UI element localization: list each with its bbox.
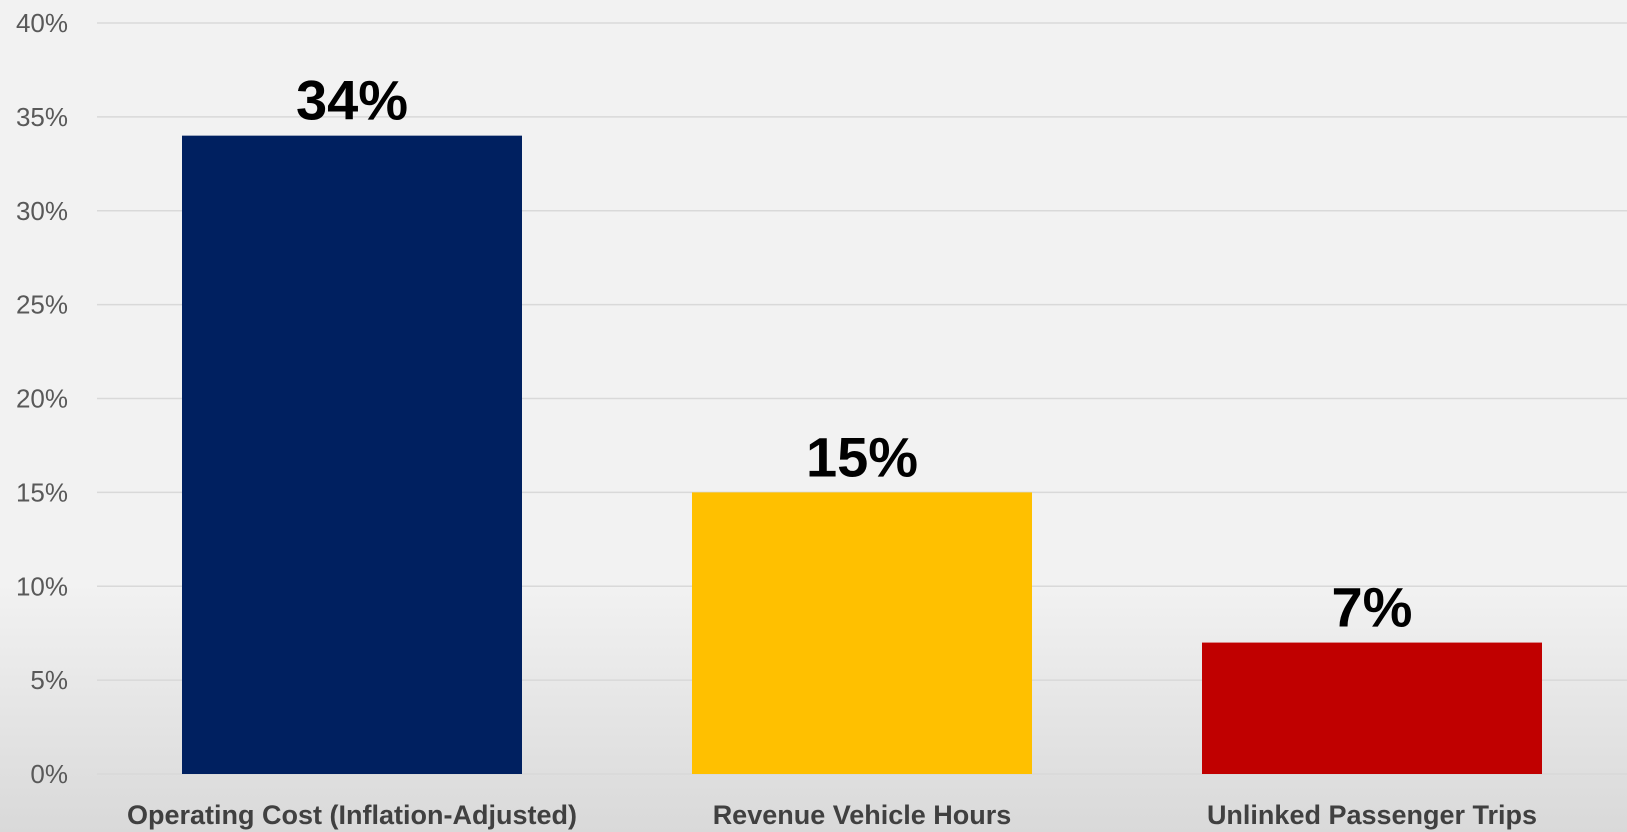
data-labels: 34% 15% 7% [296,69,1413,639]
bar [1202,642,1542,774]
y-tick-label: 20% [16,384,68,414]
category-label: Unlinked Passenger Trips [1207,800,1537,830]
data-label: 15% [806,425,918,488]
y-tick-label: 10% [16,571,68,601]
category-labels: Operating Cost (Inflation-Adjusted) Reven… [127,800,1537,830]
y-tick-label: 30% [16,196,68,226]
data-label: 7% [1332,576,1413,639]
y-tick-label: 0% [30,759,68,789]
y-tick-label: 5% [30,665,68,695]
y-axis-tick-labels: 0% 5% 10% 15% 20% 25% 30% 35% 40% [16,8,68,789]
y-tick-label: 35% [16,102,68,132]
bars [182,135,1542,774]
bar [692,492,1032,774]
y-tick-label: 15% [16,477,68,507]
category-label: Operating Cost (Inflation-Adjusted) [127,800,577,830]
y-tick-label: 25% [16,290,68,320]
data-label: 34% [296,69,408,132]
y-tick-label: 40% [16,8,68,38]
category-label: Revenue Vehicle Hours [713,800,1012,830]
bar [182,135,522,774]
